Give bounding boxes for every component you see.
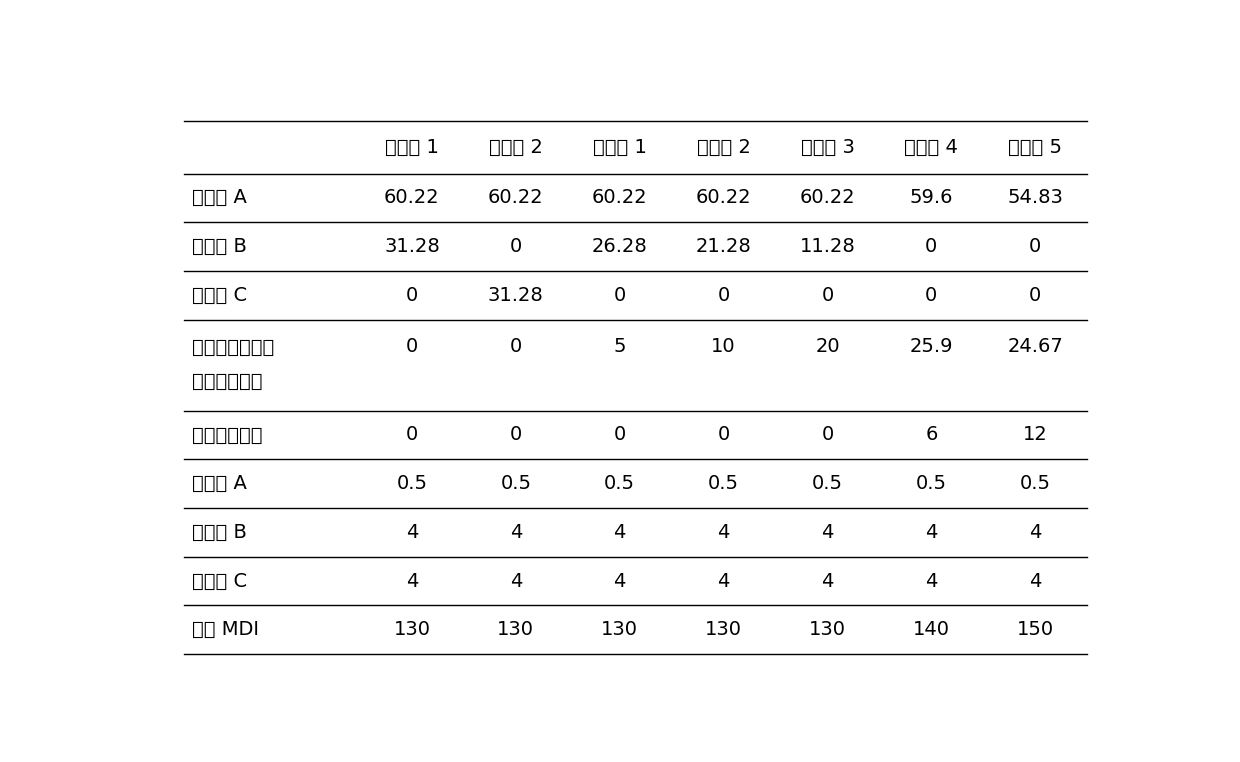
Text: 31.28: 31.28 bbox=[384, 237, 440, 256]
Text: 0.5: 0.5 bbox=[916, 474, 947, 493]
Text: 60.22: 60.22 bbox=[696, 188, 751, 207]
Text: 0: 0 bbox=[718, 425, 729, 444]
Text: 0: 0 bbox=[405, 286, 418, 305]
Text: 4: 4 bbox=[405, 523, 418, 542]
Text: 0: 0 bbox=[821, 425, 833, 444]
Text: 4: 4 bbox=[925, 523, 937, 542]
Text: 60.22: 60.22 bbox=[384, 188, 440, 207]
Text: 21.28: 21.28 bbox=[696, 237, 751, 256]
Text: 多元醇 A: 多元醇 A bbox=[191, 188, 247, 207]
Text: 实施例 2: 实施例 2 bbox=[697, 138, 750, 157]
Text: 24.67: 24.67 bbox=[1007, 338, 1063, 357]
Text: 0.5: 0.5 bbox=[812, 474, 843, 493]
Text: 聚合 MDI: 聚合 MDI bbox=[191, 620, 258, 639]
Text: 物的聚醚二醇: 物的聚醚二醇 bbox=[191, 372, 262, 391]
Text: 130: 130 bbox=[808, 620, 846, 639]
Text: 0: 0 bbox=[405, 338, 418, 357]
Text: 10: 10 bbox=[712, 338, 735, 357]
Text: 实施例 1: 实施例 1 bbox=[593, 138, 646, 157]
Text: 4: 4 bbox=[1029, 572, 1042, 591]
Text: 130: 130 bbox=[497, 620, 534, 639]
Text: 0: 0 bbox=[925, 237, 937, 256]
Text: 基于双酚类化合: 基于双酚类化合 bbox=[191, 338, 274, 357]
Text: 4: 4 bbox=[821, 572, 833, 591]
Text: 26.28: 26.28 bbox=[591, 237, 647, 256]
Text: 140: 140 bbox=[913, 620, 950, 639]
Text: 0: 0 bbox=[614, 286, 626, 305]
Text: 0.5: 0.5 bbox=[604, 474, 635, 493]
Text: 11.28: 11.28 bbox=[800, 237, 856, 256]
Text: 60.22: 60.22 bbox=[800, 188, 856, 207]
Text: 对比例 1: 对比例 1 bbox=[384, 138, 439, 157]
Text: 6: 6 bbox=[925, 425, 937, 444]
Text: 130: 130 bbox=[393, 620, 430, 639]
Text: 12: 12 bbox=[1023, 425, 1048, 444]
Text: 0: 0 bbox=[614, 425, 626, 444]
Text: 4: 4 bbox=[405, 572, 418, 591]
Text: 小分子扩链剂: 小分子扩链剂 bbox=[191, 425, 262, 444]
Text: 4: 4 bbox=[510, 523, 522, 542]
Text: 0.5: 0.5 bbox=[397, 474, 428, 493]
Text: 0: 0 bbox=[718, 286, 729, 305]
Text: 130: 130 bbox=[601, 620, 639, 639]
Text: 4: 4 bbox=[1029, 523, 1042, 542]
Text: 添加剂 A: 添加剂 A bbox=[191, 474, 247, 493]
Text: 0.5: 0.5 bbox=[1019, 474, 1050, 493]
Text: 60.22: 60.22 bbox=[489, 188, 543, 207]
Text: 实施例 4: 实施例 4 bbox=[904, 138, 959, 157]
Text: 54.83: 54.83 bbox=[1007, 188, 1063, 207]
Text: 添加剂 C: 添加剂 C bbox=[191, 572, 247, 591]
Text: 4: 4 bbox=[614, 523, 626, 542]
Text: 20: 20 bbox=[815, 338, 839, 357]
Text: 多元醇 B: 多元醇 B bbox=[191, 237, 247, 256]
Text: 0: 0 bbox=[821, 286, 833, 305]
Text: 多元醇 C: 多元醇 C bbox=[191, 286, 247, 305]
Text: 130: 130 bbox=[706, 620, 742, 639]
Text: 0: 0 bbox=[405, 425, 418, 444]
Text: 4: 4 bbox=[718, 572, 730, 591]
Text: 5: 5 bbox=[614, 338, 626, 357]
Text: 4: 4 bbox=[821, 523, 833, 542]
Text: 4: 4 bbox=[925, 572, 937, 591]
Text: 0: 0 bbox=[925, 286, 937, 305]
Text: 添加剂 B: 添加剂 B bbox=[191, 523, 247, 542]
Text: 150: 150 bbox=[1017, 620, 1054, 639]
Text: 25.9: 25.9 bbox=[910, 338, 954, 357]
Text: 59.6: 59.6 bbox=[910, 188, 954, 207]
Text: 实施例 3: 实施例 3 bbox=[801, 138, 854, 157]
Text: 对比例 2: 对比例 2 bbox=[489, 138, 543, 157]
Text: 0: 0 bbox=[510, 237, 522, 256]
Text: 4: 4 bbox=[510, 572, 522, 591]
Text: 0: 0 bbox=[510, 425, 522, 444]
Text: 31.28: 31.28 bbox=[487, 286, 543, 305]
Text: 0.5: 0.5 bbox=[708, 474, 739, 493]
Text: 0: 0 bbox=[1029, 237, 1042, 256]
Text: 0: 0 bbox=[510, 338, 522, 357]
Text: 0.5: 0.5 bbox=[500, 474, 531, 493]
Text: 4: 4 bbox=[614, 572, 626, 591]
Text: 60.22: 60.22 bbox=[591, 188, 647, 207]
Text: 4: 4 bbox=[718, 523, 730, 542]
Text: 0: 0 bbox=[1029, 286, 1042, 305]
Text: 实施例 5: 实施例 5 bbox=[1008, 138, 1063, 157]
